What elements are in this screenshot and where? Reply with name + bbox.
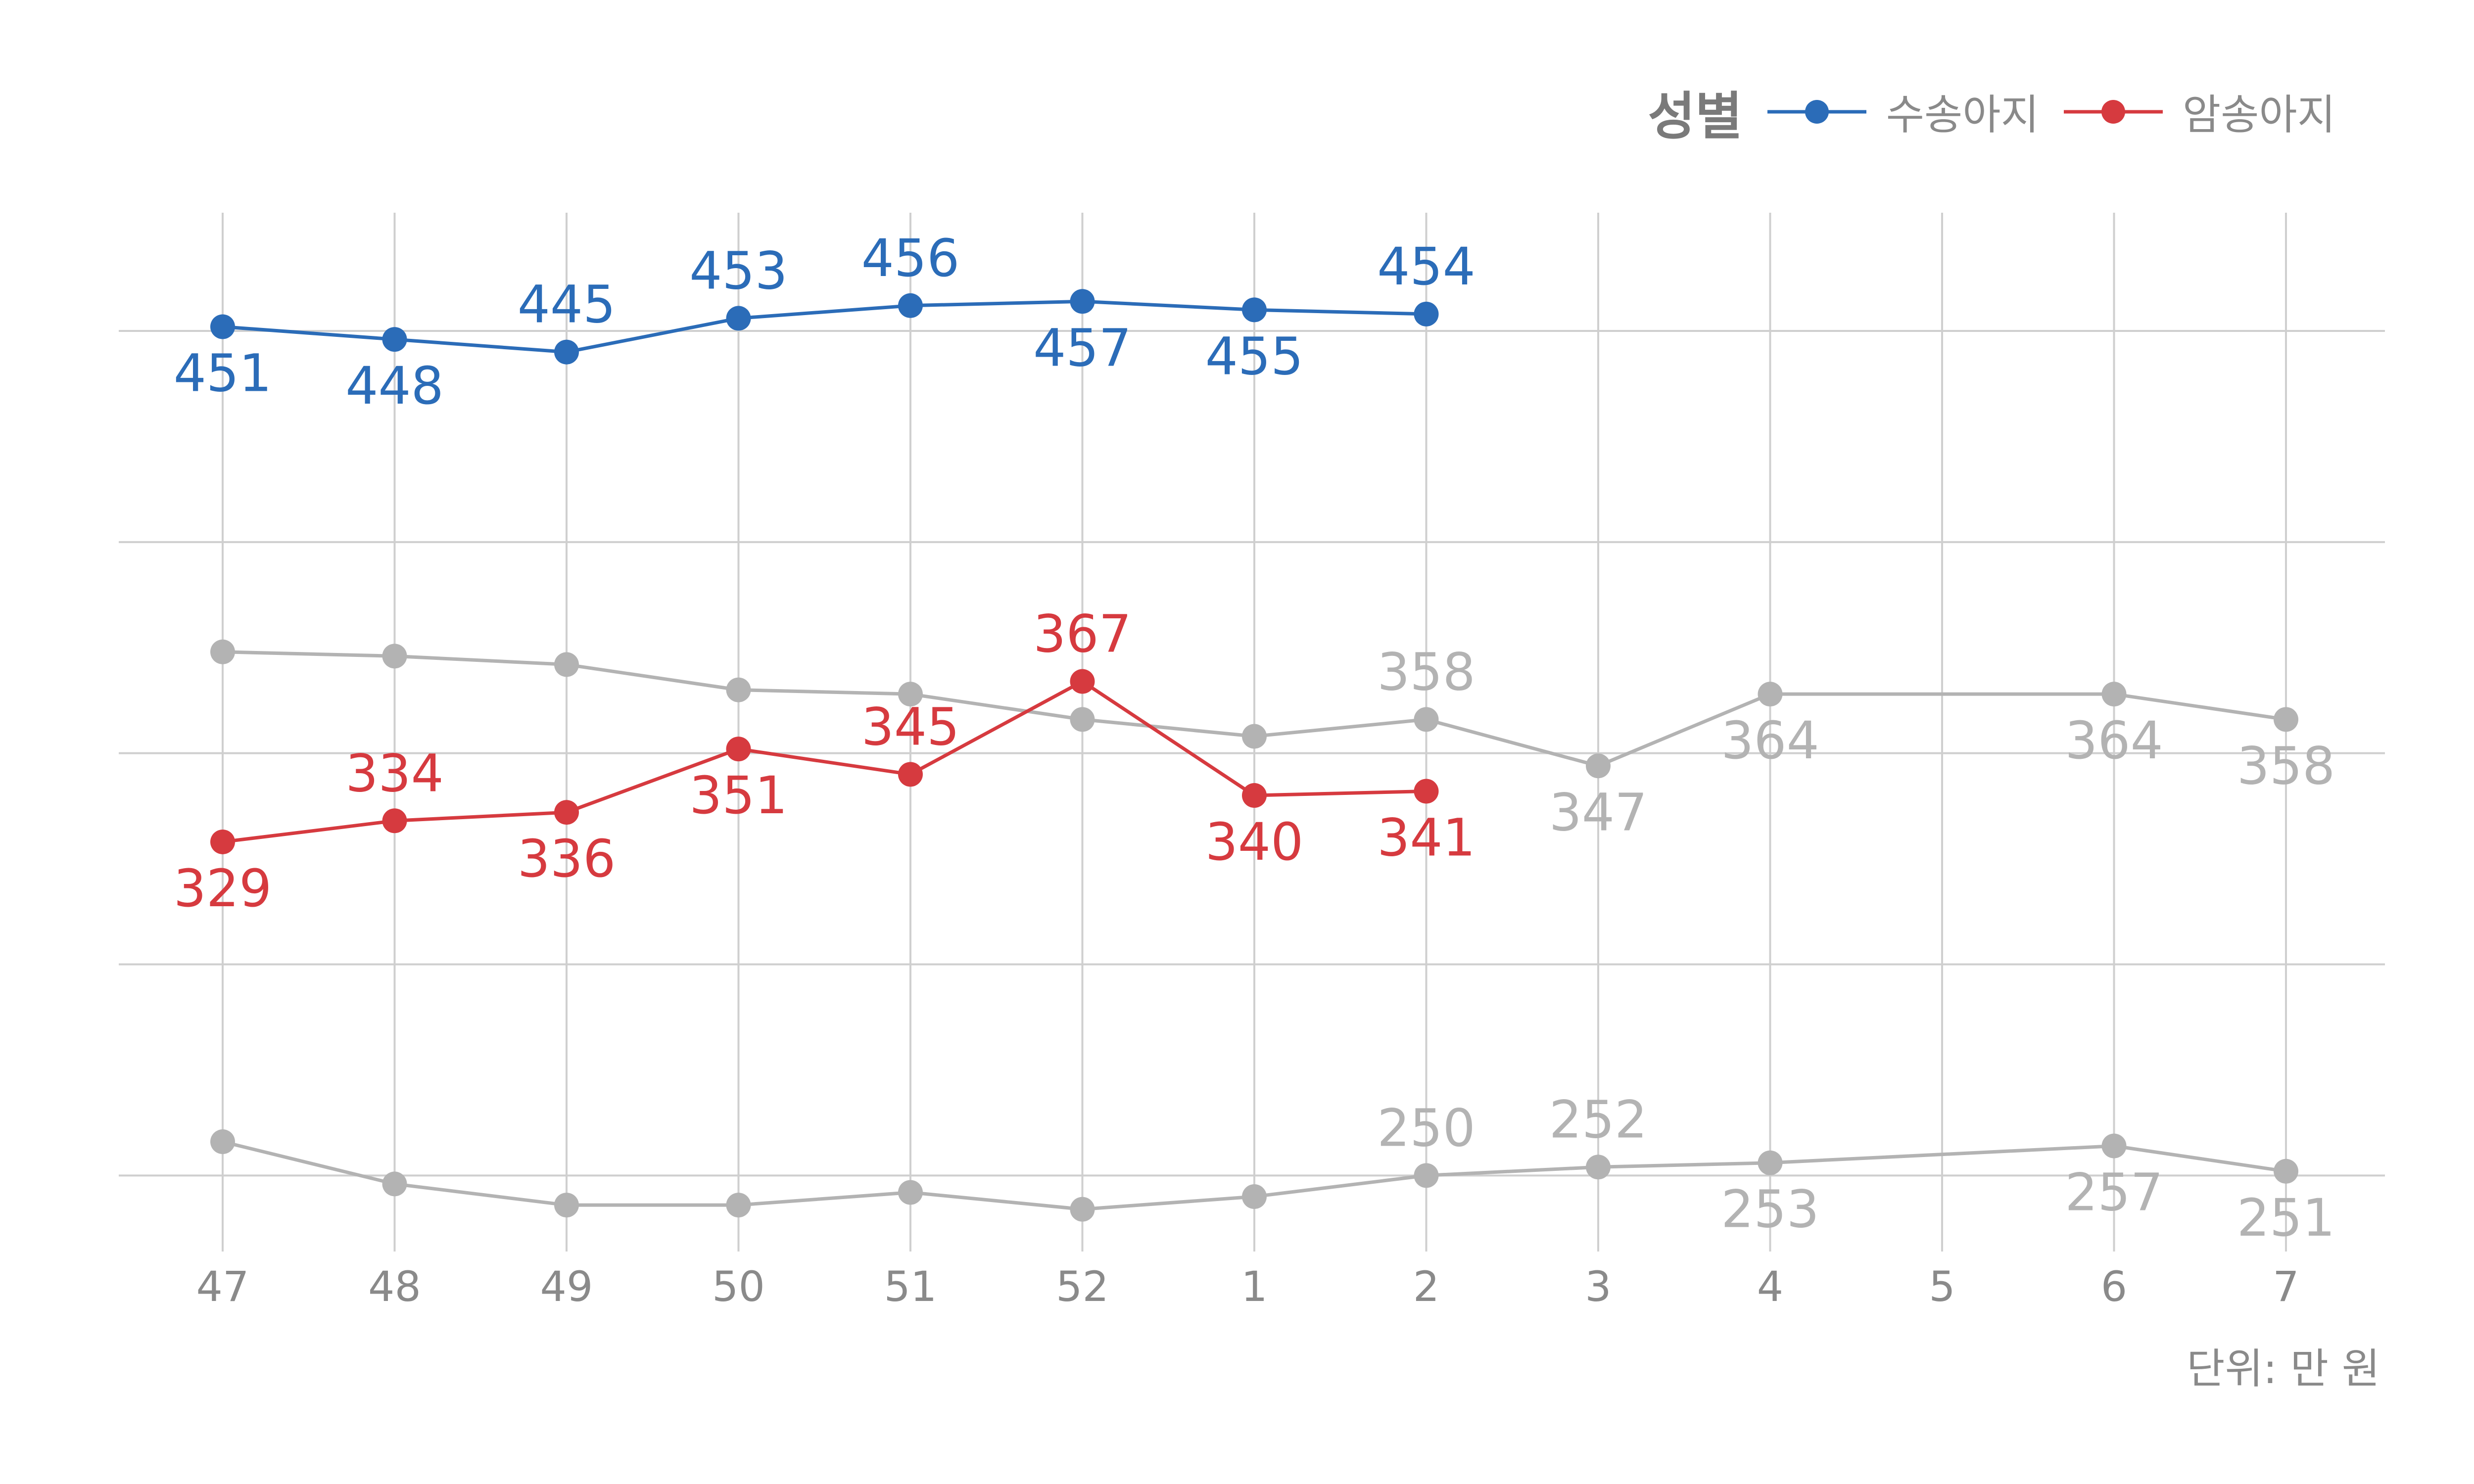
data-point bbox=[382, 1171, 407, 1197]
data-point bbox=[1070, 1197, 1095, 1222]
data-point bbox=[554, 339, 579, 365]
x-tick-label: 47 bbox=[196, 1262, 249, 1311]
data-point bbox=[726, 306, 751, 331]
legend-item-male-calf[interactable]: 수송아지 bbox=[1767, 82, 2039, 141]
data-label: 451 bbox=[174, 343, 272, 403]
data-point bbox=[210, 829, 235, 854]
x-tick-label: 49 bbox=[540, 1262, 593, 1311]
data-point bbox=[726, 1193, 751, 1218]
data-point bbox=[382, 327, 407, 352]
legend-label-male-calf: 수송아지 bbox=[1886, 91, 2039, 139]
data-label: 358 bbox=[2237, 736, 2335, 796]
data-point bbox=[1414, 1163, 1439, 1188]
data-label: 341 bbox=[1377, 808, 1475, 868]
legend-item-female-calf[interactable]: 암송아지 bbox=[2063, 82, 2335, 141]
data-point bbox=[1070, 707, 1095, 732]
x-tick-label: 5 bbox=[1929, 1262, 1955, 1311]
x-tick-label: 7 bbox=[2273, 1262, 2299, 1311]
data-point bbox=[898, 1180, 923, 1205]
series-layer bbox=[210, 289, 2298, 1222]
data-label: 455 bbox=[1205, 326, 1304, 386]
data-point bbox=[2274, 1159, 2298, 1184]
data-point bbox=[726, 737, 751, 762]
data-label: 367 bbox=[1033, 604, 1132, 664]
data-label: 453 bbox=[689, 240, 788, 301]
data-label: 364 bbox=[2065, 710, 2163, 771]
data-point bbox=[1586, 1155, 1611, 1180]
data-point bbox=[1070, 669, 1095, 694]
data-point bbox=[726, 677, 751, 702]
x-tick-label: 3 bbox=[1585, 1262, 1611, 1311]
legend: 성별 수송아지 암송아지 bbox=[1648, 74, 2335, 149]
data-point bbox=[1414, 707, 1439, 732]
data-point bbox=[210, 1129, 235, 1155]
data-label: 336 bbox=[518, 829, 616, 889]
data-label: 448 bbox=[345, 356, 444, 416]
data-point bbox=[898, 293, 923, 318]
x-tick-label: 4 bbox=[1757, 1262, 1783, 1311]
x-tick-label: 1 bbox=[1241, 1262, 1267, 1311]
data-point bbox=[554, 800, 579, 825]
data-label: 251 bbox=[2237, 1188, 2335, 1248]
data-point bbox=[1414, 779, 1439, 804]
data-label: 250 bbox=[1377, 1098, 1475, 1158]
data-point bbox=[1242, 297, 1267, 323]
data-point bbox=[210, 314, 235, 339]
data-label: 445 bbox=[518, 275, 616, 335]
data-label: 340 bbox=[1205, 812, 1304, 872]
x-tick-label: 52 bbox=[1056, 1262, 1109, 1311]
data-label: 334 bbox=[345, 743, 444, 803]
legend-label-female-calf: 암송아지 bbox=[2182, 91, 2335, 139]
data-point bbox=[210, 639, 235, 664]
data-point bbox=[382, 808, 407, 834]
legend-swatch-female-calf bbox=[2063, 99, 2163, 124]
x-tick-label: 6 bbox=[2101, 1262, 2127, 1311]
x-tick-label: 50 bbox=[712, 1262, 765, 1311]
legend-swatch-male-calf bbox=[1767, 99, 1866, 124]
data-point bbox=[1070, 289, 1095, 314]
legend-title: 성별 bbox=[1648, 86, 1743, 146]
data-label: 329 bbox=[174, 858, 272, 919]
data-point bbox=[2274, 707, 2298, 732]
data-point bbox=[898, 762, 923, 787]
data-point bbox=[1242, 1184, 1267, 1209]
series-line bbox=[222, 650, 2286, 768]
data-label: 457 bbox=[1033, 318, 1132, 378]
data-label: 253 bbox=[1721, 1179, 1819, 1240]
unit-note: 단위: 만 원 bbox=[2187, 1345, 2380, 1393]
series-line bbox=[222, 299, 1427, 354]
data-point bbox=[1414, 301, 1439, 326]
grid-layer bbox=[119, 213, 2385, 1252]
data-point bbox=[1758, 682, 1783, 707]
data-point bbox=[1586, 753, 1611, 779]
x-tick-label: 48 bbox=[368, 1262, 421, 1311]
data-point bbox=[382, 644, 407, 669]
data-label: 456 bbox=[861, 228, 960, 288]
data-point bbox=[1242, 783, 1267, 808]
data-point bbox=[1758, 1150, 1783, 1175]
data-label: 364 bbox=[1721, 710, 1819, 771]
data-point bbox=[554, 1193, 579, 1218]
x-tick-label: 51 bbox=[884, 1262, 937, 1311]
x-tick-label: 2 bbox=[1413, 1262, 1439, 1311]
data-label: 257 bbox=[2065, 1162, 2163, 1223]
series-line bbox=[222, 1140, 2286, 1211]
data-label: 358 bbox=[1377, 642, 1475, 702]
series-line bbox=[222, 680, 1427, 844]
data-label: 252 bbox=[1549, 1089, 1648, 1150]
data-label: 345 bbox=[861, 696, 960, 757]
data-point bbox=[1242, 724, 1267, 749]
x-tick-layer: 47 48 49 50 51 52 1 2 3 4 5 6 7 bbox=[196, 1262, 2299, 1311]
data-label: 351 bbox=[689, 765, 788, 826]
data-point bbox=[898, 682, 923, 707]
data-label: 347 bbox=[1549, 782, 1648, 842]
data-point bbox=[2101, 1133, 2127, 1159]
data-label-layer: 358 347 364 364 358 250 252 253 257 251 329 334 336 3… bbox=[174, 228, 2335, 1248]
data-point bbox=[2101, 682, 2127, 707]
data-label: 454 bbox=[1377, 236, 1475, 297]
data-point bbox=[554, 652, 579, 677]
